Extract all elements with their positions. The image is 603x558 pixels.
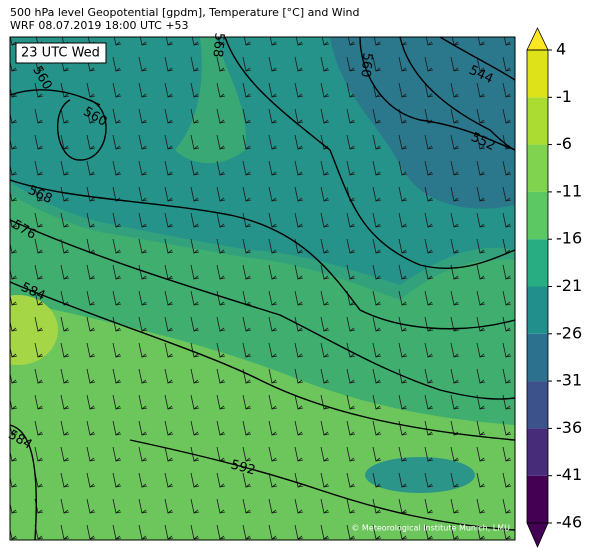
time-box [15,42,107,64]
colorbar-band [527,50,548,98]
colorbar-band [527,475,548,523]
colorbar-band [527,239,548,287]
colorbar-band [527,286,548,334]
time-label: 23 UTC Wed [21,46,100,61]
contour-label: 568 [209,32,226,58]
contour-line [10,281,515,441]
map-frame [9,36,516,541]
credit: © Meteorological Institute Munich, LMU [351,524,510,533]
colorbar-tick-label: -6 [556,134,572,153]
colorbar-tick-label: -11 [556,181,582,200]
contour-line [10,424,37,540]
contour-label: 560 [357,52,374,78]
colorbar-tick-label: -1 [556,87,572,106]
colorbar-extension [526,27,549,51]
colorbar-band [527,333,548,382]
map [10,37,515,540]
colorbar-band [527,144,548,192]
colorbar-tick-label: -41 [556,465,582,484]
colorbar-extension [526,522,549,548]
colorbar-tick-label: -21 [556,276,582,295]
colorbar-band [527,381,548,429]
colorbar-band [527,428,548,476]
contour-line [359,37,515,151]
contour-line [56,99,107,161]
colorbar: 4 -1 -6 -11 -16 -21 -26 -31 -36 -41 -46 [526,27,582,548]
contour-line [224,37,515,269]
wind-barbs [10,37,515,540]
colorbar-tick-label: -16 [556,229,582,248]
colorbar-band [527,191,548,240]
header-line: 500 hPa level Geopotential [gpdm], Tempe… [10,6,359,19]
contour-line [129,439,515,531]
colorbar-tick-label: 4 [556,40,566,59]
header-line: WRF 08.07.2019 18:00 UTC +53 [10,19,189,32]
contour-line [399,37,515,151]
colorbar-band [527,97,548,145]
contour-line [10,179,515,330]
contour-line [10,219,515,400]
colorbar-tick-label: -26 [556,323,582,342]
colorbar-tick-label: -46 [556,513,582,532]
colorbar-tick-label: -36 [556,418,582,437]
contour-line [439,37,515,81]
contour-label: 592 [229,458,257,479]
colorbar-tick-label: -31 [556,371,582,390]
